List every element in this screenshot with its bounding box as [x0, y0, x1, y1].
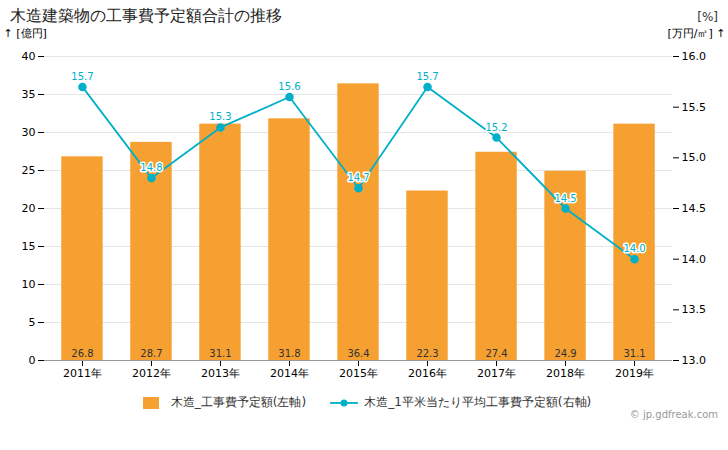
svg-text:15.5: 15.5	[682, 101, 707, 114]
svg-text:13.5: 13.5	[682, 303, 707, 316]
svg-text:2016年: 2016年	[408, 367, 447, 380]
svg-text:20: 20	[22, 202, 36, 215]
svg-text:2019年: 2019年	[615, 367, 654, 380]
svg-text:[万円/㎡] ↑: [万円/㎡] ↑	[667, 27, 725, 40]
svg-text:27.4: 27.4	[485, 348, 507, 359]
svg-text:2017年: 2017年	[477, 367, 516, 380]
svg-text:↑ [億円]: ↑ [億円]	[4, 27, 47, 40]
svg-text:14.0: 14.0	[682, 253, 707, 266]
svg-text:2013年: 2013年	[201, 367, 240, 380]
svg-text:5: 5	[29, 316, 36, 329]
svg-text:15: 15	[22, 240, 36, 253]
svg-text:2015年: 2015年	[339, 367, 378, 380]
svg-text:31.8: 31.8	[278, 348, 300, 359]
svg-text:14.7: 14.7	[347, 172, 369, 183]
svg-text:2018年: 2018年	[546, 367, 585, 380]
svg-text:14.0: 14.0	[623, 243, 645, 254]
svg-text:15.7: 15.7	[71, 71, 93, 82]
svg-text:14.8: 14.8	[140, 162, 162, 173]
svg-text:40: 40	[22, 50, 36, 63]
svg-text:15.0: 15.0	[682, 151, 707, 164]
svg-text:13.0: 13.0	[682, 354, 707, 367]
svg-text:24.9: 24.9	[554, 348, 576, 359]
svg-text:10: 10	[22, 278, 36, 291]
svg-text:31.1: 31.1	[623, 348, 645, 359]
html-text:© jp.gdfreak.com: © jp.gdfreak.com	[629, 409, 718, 420]
svg-text:22.3: 22.3	[416, 348, 438, 359]
svg-text:15.6: 15.6	[278, 81, 300, 92]
svg-text:2014年: 2014年	[270, 367, 309, 380]
svg-text:28.7: 28.7	[140, 348, 162, 359]
html-text:木造建築物の工事費予定額合計の推移: 木造建築物の工事費予定額合計の推移	[10, 6, 282, 25]
html-text:木造_工事費予定額(左軸): 木造_工事費予定額(左軸)	[170, 395, 307, 409]
svg-text:36.4: 36.4	[347, 348, 369, 359]
svg-text:15.2: 15.2	[485, 122, 507, 133]
svg-text:0: 0	[29, 354, 36, 367]
html-text:木造_1平米当たり平均工事費予定額(右軸): 木造_1平米当たり平均工事費予定額(右軸)	[364, 395, 592, 409]
svg-text:15.7: 15.7	[416, 71, 438, 82]
svg-text:35: 35	[22, 88, 36, 101]
svg-text:2012年: 2012年	[132, 367, 171, 380]
svg-text:14.5: 14.5	[554, 193, 576, 204]
svg-text:25: 25	[22, 164, 36, 177]
svg-text:30: 30	[22, 126, 36, 139]
svg-text:31.1: 31.1	[209, 348, 231, 359]
svg-text:15.3: 15.3	[209, 111, 231, 122]
svg-text:26.8: 26.8	[71, 348, 93, 359]
svg-text:14.5: 14.5	[682, 202, 707, 215]
svg-text:16.0: 16.0	[682, 50, 707, 63]
svg-text:2011年: 2011年	[63, 367, 102, 380]
